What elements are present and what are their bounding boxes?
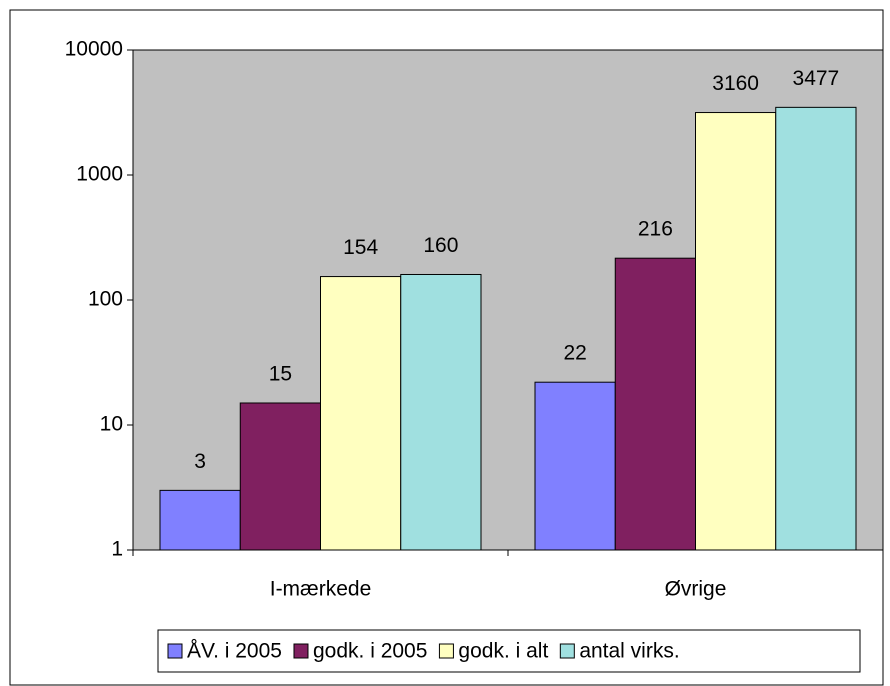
bar [400,273,482,551]
value-label: 160 [423,234,458,257]
value-label: 3477 [793,67,840,90]
legend-label: godk. i alt [458,640,548,663]
y-tick-label: 1 [111,538,123,561]
value-label: 22 [563,342,586,365]
y-tick-label: 100 [88,288,123,311]
value-label: 3 [194,450,206,473]
legend [157,629,861,673]
bar [695,112,777,551]
bar [159,489,241,551]
legend-swatch [167,643,183,659]
legend-swatch [559,643,575,659]
x-tick-label: I-mærkede [270,578,372,601]
y-tick-label: 1000 [76,163,123,186]
y-tick-label: 10000 [65,38,123,61]
legend-label: godk. i 2005 [313,640,427,663]
legend-swatch [293,643,309,659]
bar [775,106,857,551]
value-label: 3160 [712,72,759,95]
y-tick-label: 10 [100,413,123,436]
legend-swatch [438,643,454,659]
value-label: 216 [638,218,673,241]
bar [534,381,616,551]
legend-label: ÅV. i 2005 [187,640,282,663]
bar [239,402,321,551]
x-tick-label: Øvrige [665,578,727,601]
value-label: 154 [343,236,378,259]
bar [614,257,696,551]
bar [320,276,402,551]
value-label: 15 [269,363,292,386]
legend-label: antal virks. [579,640,679,663]
